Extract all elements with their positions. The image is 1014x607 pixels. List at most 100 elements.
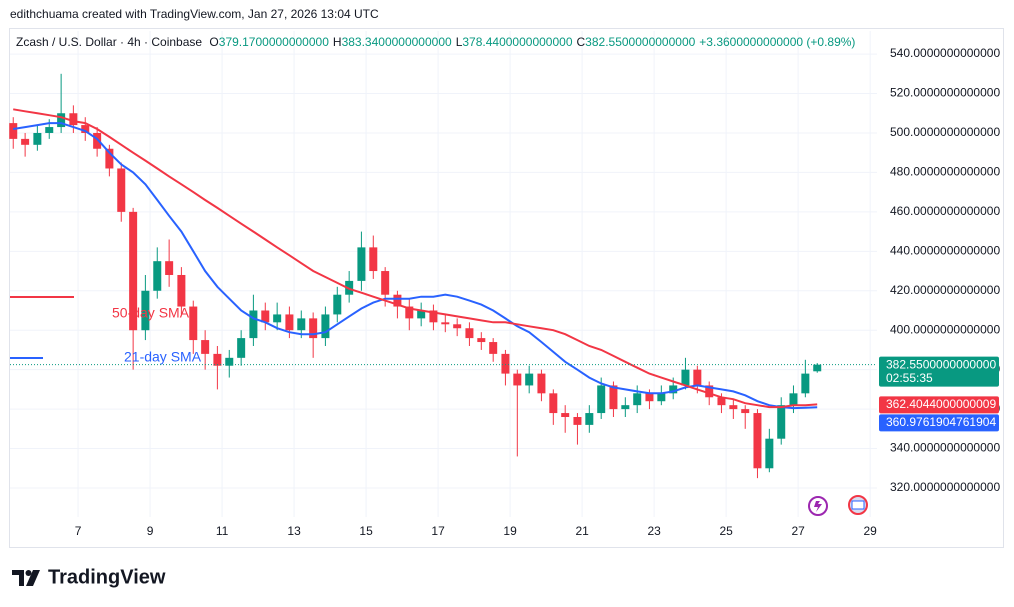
candle-body bbox=[273, 314, 282, 323]
candle-body bbox=[213, 353, 222, 366]
candle-body bbox=[381, 271, 390, 295]
candle-body bbox=[537, 373, 546, 394]
candle-body bbox=[261, 310, 270, 323]
y-tick-label: 500.0000000000000 bbox=[890, 125, 1000, 139]
candle-body bbox=[585, 413, 594, 425]
x-tick-label: 29 bbox=[863, 524, 877, 538]
candle-body bbox=[309, 318, 318, 339]
y-tick-label: 520.0000000000000 bbox=[890, 86, 1000, 100]
x-tick-label: 15 bbox=[359, 524, 373, 538]
candle-body bbox=[297, 318, 306, 331]
candle-body bbox=[369, 247, 378, 272]
grid bbox=[10, 31, 877, 517]
candle-body bbox=[477, 338, 486, 343]
candle-body bbox=[765, 438, 774, 469]
legend-label: 50-day SMA bbox=[112, 305, 190, 321]
y-tick-label: 540.0000000000000 bbox=[890, 46, 1000, 60]
candle-body bbox=[201, 340, 210, 354]
candle-body bbox=[357, 247, 366, 281]
candle-body bbox=[153, 261, 162, 291]
candle-body bbox=[237, 338, 246, 358]
candle-body bbox=[513, 373, 522, 386]
ohlc-key: C bbox=[576, 35, 586, 49]
x-tick-label: 11 bbox=[216, 524, 229, 538]
event-icon-bolt bbox=[814, 501, 822, 512]
logo-text: TradingView bbox=[48, 566, 166, 588]
candle-body bbox=[57, 113, 66, 128]
ohlc-key: H bbox=[332, 35, 342, 49]
ohlc-key: L bbox=[455, 35, 463, 49]
y-tick-label: 320.0000000000000 bbox=[890, 480, 1000, 494]
x-tick-label: 7 bbox=[75, 524, 82, 538]
candle-body bbox=[801, 373, 810, 394]
event-icon[interactable] bbox=[808, 496, 828, 516]
x-tick-label: 19 bbox=[503, 524, 517, 538]
ohlc-value: 382.5500000000000 bbox=[585, 35, 696, 49]
candle-body bbox=[405, 306, 414, 319]
change: +3.3600000000000 (+0.89%) bbox=[699, 35, 856, 49]
x-tick-label: 23 bbox=[647, 524, 661, 538]
x-tick-label: 17 bbox=[431, 524, 445, 538]
candles bbox=[9, 73, 822, 479]
ohlc-value: 378.4400000000000 bbox=[462, 35, 573, 49]
price-label: 362.4044000000009 bbox=[886, 397, 996, 411]
candle-body bbox=[609, 385, 618, 410]
candle-body bbox=[285, 314, 294, 331]
candle-body bbox=[549, 393, 558, 414]
price-label-box bbox=[879, 356, 999, 387]
candle-body bbox=[789, 393, 798, 406]
candle-body bbox=[333, 294, 342, 315]
candle-body bbox=[657, 393, 666, 402]
x-tick-label: 21 bbox=[575, 524, 589, 538]
y-tick-label: 420.0000000000000 bbox=[890, 283, 1000, 297]
candle-body bbox=[669, 385, 678, 394]
candle-body bbox=[525, 373, 534, 386]
price-label: 360.9761904761904 bbox=[886, 415, 996, 429]
candle-body bbox=[177, 274, 186, 307]
x-tick-label: 9 bbox=[147, 524, 154, 538]
ohlc-value: 379.1700000000000 bbox=[218, 35, 329, 49]
price-label-box bbox=[879, 414, 999, 432]
legend-label: 21-day SMA bbox=[124, 349, 202, 365]
price-label-box bbox=[879, 396, 999, 414]
candle-body bbox=[645, 393, 654, 402]
logo-shape bbox=[25, 570, 32, 576]
symbol-legend: Zcash / U.S. Dollar · 4h · Coinbase O379… bbox=[16, 35, 859, 49]
x-tick-label: 25 bbox=[719, 524, 733, 538]
candle-body bbox=[189, 306, 198, 341]
y-tick-label: 440.0000000000000 bbox=[890, 243, 1000, 257]
candle-body bbox=[621, 405, 630, 410]
sma-line bbox=[13, 108, 818, 409]
candle-body bbox=[45, 127, 54, 133]
candle-body bbox=[21, 138, 30, 145]
candle-body bbox=[573, 416, 582, 425]
candle-body bbox=[441, 322, 450, 325]
candle-body bbox=[393, 294, 402, 307]
y-tick-label: 400.0000000000000 bbox=[890, 322, 1000, 336]
ohlc-value: 383.3400000000000 bbox=[341, 35, 452, 49]
candle-body bbox=[33, 132, 42, 145]
candle-body bbox=[561, 413, 570, 417]
countdown: 02:55:35 bbox=[886, 371, 933, 385]
candle-body bbox=[9, 123, 18, 139]
sma-line bbox=[13, 122, 818, 410]
candle-body bbox=[69, 113, 78, 126]
candle-body bbox=[165, 261, 174, 275]
candle-body bbox=[741, 409, 750, 414]
candle-body bbox=[105, 148, 114, 169]
logo-shape bbox=[12, 570, 24, 586]
y-tick-label: 480.0000000000000 bbox=[890, 165, 1000, 179]
quick-icons bbox=[808, 495, 868, 516]
candle-body bbox=[777, 405, 786, 439]
candle-body bbox=[717, 397, 726, 406]
candle-body bbox=[489, 342, 498, 354]
candle-body bbox=[321, 314, 330, 339]
candle-body bbox=[813, 364, 822, 372]
x-tick-label: 27 bbox=[791, 524, 805, 538]
y-tick-label: 460.0000000000000 bbox=[890, 204, 1000, 218]
chart-frame bbox=[9, 28, 1004, 548]
candle-body bbox=[453, 324, 462, 329]
price-label: 382.5500000000000 bbox=[886, 357, 996, 371]
